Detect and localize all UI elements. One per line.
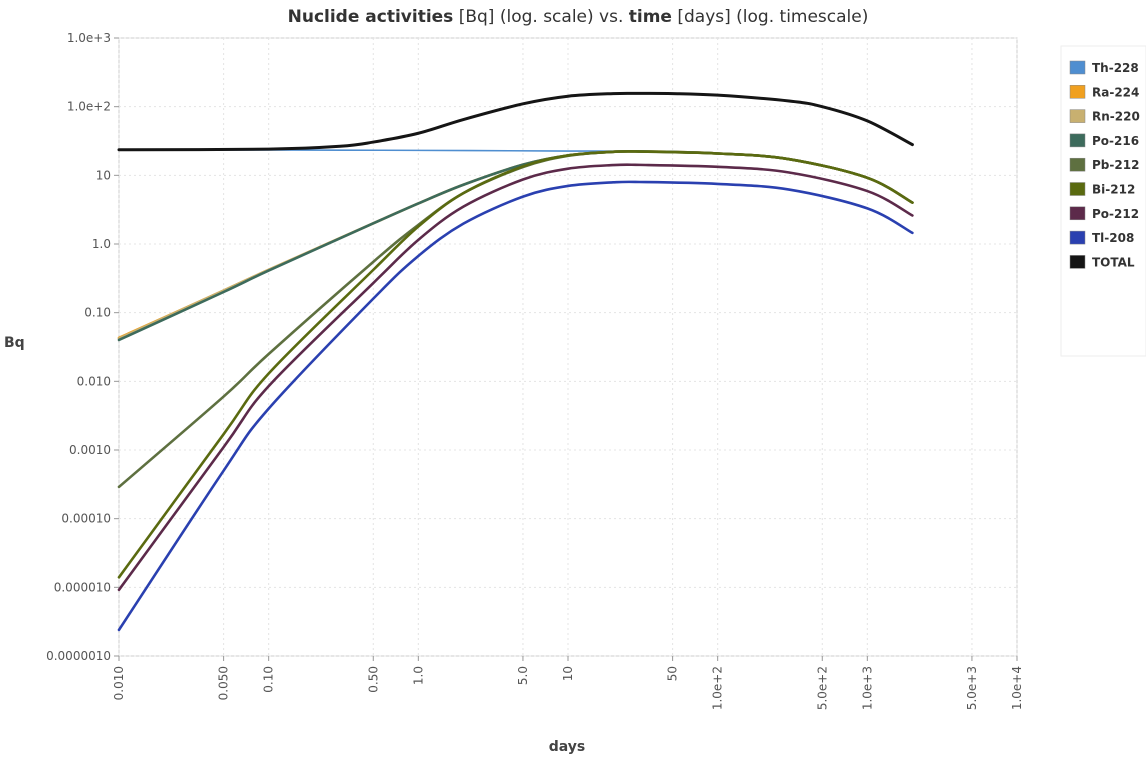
legend-swatch-tl-208 — [1069, 230, 1086, 245]
chart-title-part: [days] (log. timescale) — [672, 7, 868, 27]
legend-label-bi-212: Bi-212 — [1092, 183, 1135, 197]
series-line-bi-212 — [117, 150, 914, 579]
series-line-ra-224 — [117, 149, 914, 340]
x-tick-label: 0.050 — [217, 666, 231, 700]
x-tick-label: 1.0e+3 — [860, 666, 874, 710]
x-tick-label: 50 — [666, 666, 680, 681]
chart-title-part: [Bq] (log. scale) vs. — [453, 7, 628, 27]
y-tick-label: 0.10 — [84, 306, 111, 320]
legend-swatch-bi-212 — [1069, 182, 1086, 196]
series-line-po-212 — [117, 163, 914, 592]
legend-label-total: TOTAL — [1092, 255, 1135, 269]
chart-title: Nuclide activities [Bq] (log. scale) vs.… — [288, 7, 869, 27]
y-tick-label: 0.0010 — [69, 443, 111, 457]
y-tick-label: 0.010 — [77, 374, 111, 388]
y-axis-ticks: 1.0e+3 1.0e+2 10 1.0 0.10 0.010 0.0010 0.00010 0… — [46, 31, 119, 663]
legend-swatch-ra-224 — [1069, 85, 1086, 99]
legend: Th-228 Ra-224 Rn-220 Po-216 Pb-212 Bi-212 Po-2… — [1069, 60, 1140, 269]
y-tick-label: 1.0e+2 — [67, 100, 111, 114]
legend-label-ra-224: Ra-224 — [1092, 85, 1139, 99]
y-tick-label: 0.000010 — [54, 580, 111, 594]
legend-label-rn-220: Rn-220 — [1092, 110, 1140, 124]
x-tick-label: 0.010 — [112, 666, 126, 700]
x-tick-label: 5.0e+2 — [815, 666, 829, 710]
y-tick-label: 0.0000010 — [46, 649, 111, 663]
series-line-po-216 — [117, 149, 914, 342]
y-tick-label: 1.0 — [92, 237, 111, 251]
series-line-total — [117, 91, 914, 152]
legend-swatch-rn-220 — [1069, 109, 1086, 123]
chart-title-part: Nuclide activities — [288, 7, 454, 27]
x-tick-label: 1.0e+2 — [711, 666, 725, 710]
series-line-pb-212 — [117, 150, 914, 489]
x-tick-label: 5.0 — [516, 666, 530, 685]
legend-label-tl-208: Tl-208 — [1092, 231, 1134, 245]
legend-swatch-total — [1069, 255, 1086, 269]
y-tick-label: 1.0e+3 — [67, 31, 111, 45]
x-axis-ticks: 0.010 0.050 0.10 0.50 1.0 5.0 10 50 1.0e+2 5.0e+2… — [112, 656, 1024, 710]
series-lines — [117, 91, 914, 632]
series-line-th-228 — [118, 149, 914, 204]
legend-swatch-th-228 — [1069, 60, 1086, 75]
x-tick-label: 10 — [561, 666, 575, 681]
grid-lines — [118, 37, 1018, 657]
chart-title-part: time — [629, 7, 672, 27]
x-tick-label: 0.50 — [366, 666, 380, 693]
x-tick-label: 1.0e+4 — [1010, 666, 1024, 710]
y-tick-label: 0.00010 — [61, 512, 111, 526]
x-axis-title: days — [549, 739, 586, 755]
legend-swatch-pb-212 — [1069, 157, 1086, 172]
legend-label-po-212: Po-212 — [1092, 207, 1139, 221]
series-line-tl-208 — [117, 180, 914, 632]
legend-swatch-po-212 — [1069, 206, 1086, 221]
y-axis-title: Bq — [4, 335, 25, 351]
y-tick-label: 10 — [96, 168, 111, 182]
x-tick-label: 0.10 — [262, 666, 276, 693]
series-line-rn-220 — [117, 149, 914, 340]
x-tick-label: 1.0 — [411, 666, 425, 685]
legend-swatch-po-216 — [1069, 133, 1086, 148]
legend-label-po-216: Po-216 — [1092, 134, 1139, 148]
x-tick-label: 5.0e+3 — [965, 666, 979, 710]
legend-label-pb-212: Pb-212 — [1092, 158, 1139, 172]
legend-label-th-228: Th-228 — [1092, 61, 1139, 75]
